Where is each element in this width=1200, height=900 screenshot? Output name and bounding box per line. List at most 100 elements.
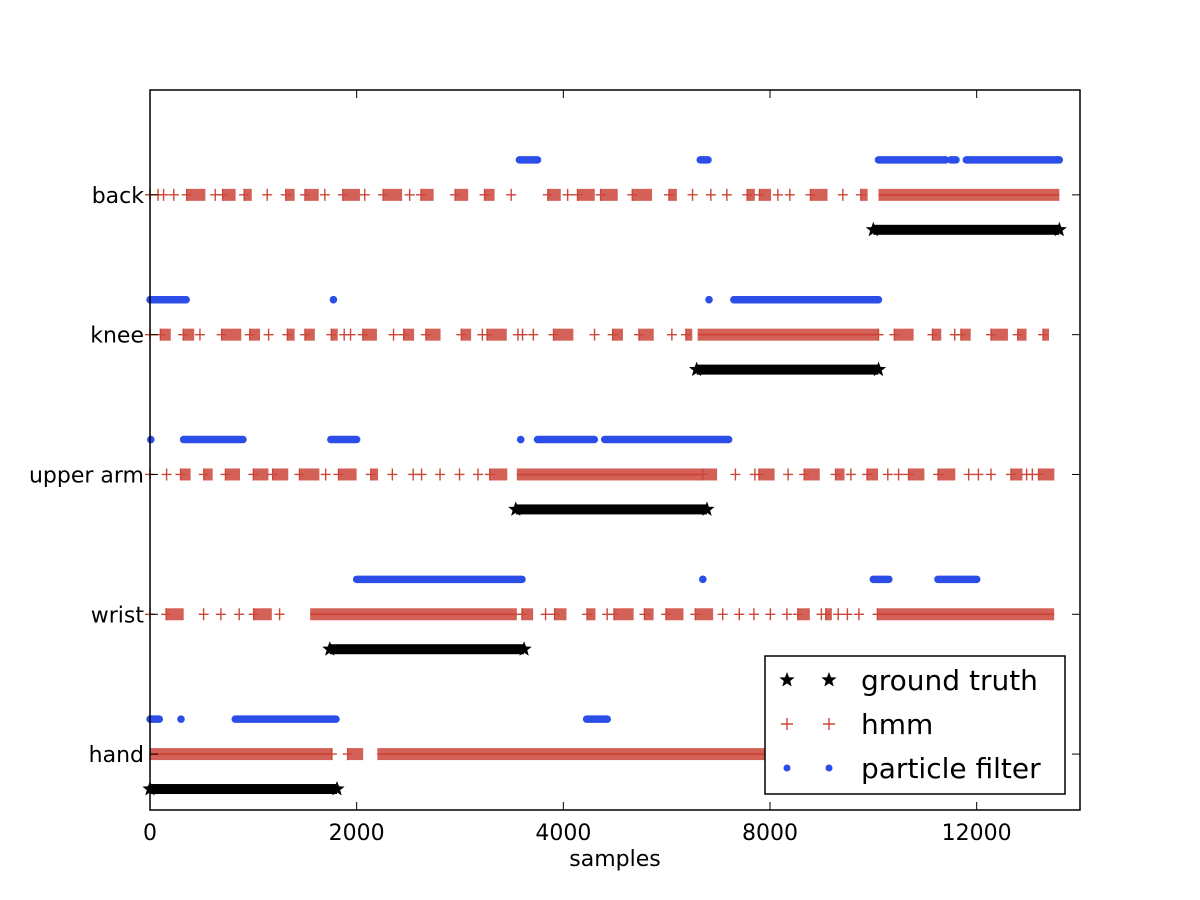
legend-marker-plus <box>781 718 793 730</box>
hmm-cluster <box>272 468 289 481</box>
hmm-point <box>378 188 389 201</box>
hmm-point <box>784 188 795 201</box>
hmm-cluster <box>1010 468 1023 481</box>
hmm-run <box>878 608 1055 621</box>
hmm-point <box>294 468 305 481</box>
hmm-point <box>161 608 172 621</box>
hmm-point <box>416 468 427 481</box>
hmm-point <box>1033 468 1044 481</box>
hmm-point <box>634 328 645 341</box>
hmm-cluster <box>759 188 772 201</box>
y-axis: hand wrist upper arm knee back <box>29 184 1080 768</box>
hmm-point <box>805 188 816 201</box>
hmm-point <box>680 328 691 341</box>
hmm-point <box>734 608 745 621</box>
particle-filter-point <box>146 435 155 444</box>
hmm-point <box>300 328 310 341</box>
hmm-point <box>833 608 844 621</box>
hmm-point <box>198 608 209 621</box>
hmm-point <box>248 608 259 621</box>
hmm-cluster <box>632 188 653 201</box>
hmm-point <box>609 608 620 621</box>
hmm-point <box>842 608 853 621</box>
hmm-cluster <box>221 328 242 341</box>
hmm-cluster <box>695 608 714 621</box>
hmm-point <box>267 468 278 481</box>
hmm-cluster <box>810 188 828 201</box>
hmm-cluster <box>183 328 195 341</box>
hmm-point <box>820 608 831 621</box>
hmm-run <box>150 748 332 761</box>
hmm-point <box>408 468 419 481</box>
hmm-run <box>697 328 879 341</box>
hmm-cluster <box>299 468 320 481</box>
hmm-point <box>973 468 984 481</box>
hmm-point <box>660 608 671 621</box>
hmm-point <box>687 188 698 201</box>
hmm-point <box>450 188 461 201</box>
hmm-point <box>234 608 245 621</box>
hmm-point <box>239 188 250 201</box>
hmm-point <box>792 608 803 621</box>
ground-truth-star <box>689 361 705 377</box>
hmm-point <box>175 468 186 481</box>
hmm-point <box>387 468 398 481</box>
hmm-run <box>310 608 517 621</box>
hmm-point <box>220 468 231 481</box>
hmm-point <box>705 188 716 201</box>
hmm-point <box>986 468 997 481</box>
hmm-point <box>748 608 759 621</box>
ground-truth-star <box>329 781 345 796</box>
hmm-point <box>198 468 209 481</box>
hmm-cluster <box>797 608 810 621</box>
hmm-cluster <box>553 328 574 341</box>
series-ground-truth <box>142 221 1067 796</box>
ground-truth-band <box>329 644 525 655</box>
hmm-point <box>168 188 179 201</box>
particle-filter-point <box>699 575 707 584</box>
hmm-cluster <box>362 328 377 341</box>
ground-truth-star <box>508 501 524 516</box>
hmm-point <box>248 468 259 481</box>
hmm-point <box>342 748 353 761</box>
hmm-point <box>194 328 205 341</box>
series-particle-filter <box>146 156 1064 723</box>
particle-filter-point <box>177 715 185 723</box>
hmm-point <box>528 328 539 341</box>
hmm-point <box>454 468 465 481</box>
hmm-cluster <box>253 468 269 481</box>
hmm-point <box>357 328 368 341</box>
y-tick-label: upper arm <box>29 463 144 488</box>
hmm-point <box>927 328 938 341</box>
hmm-point <box>479 188 490 201</box>
hmm-point <box>282 328 293 341</box>
hmm-cluster <box>894 328 914 341</box>
hmm-point <box>754 188 765 201</box>
hmm-point <box>690 608 701 621</box>
hmm-point <box>161 468 172 481</box>
hmm-point <box>955 328 966 341</box>
hmm-cluster <box>249 328 261 341</box>
x-axis: 0 2000 4000 8000 12000 <box>143 90 1012 846</box>
hmm-point <box>572 188 583 201</box>
hmm-point <box>862 468 873 481</box>
hmm-point <box>244 328 255 341</box>
legend-marker-dot <box>783 764 791 772</box>
hmm-point <box>319 188 330 201</box>
hmm-point <box>263 328 274 341</box>
hmm-point <box>178 328 189 341</box>
hmm-cluster <box>186 188 206 201</box>
hmm-cluster <box>547 188 561 201</box>
hmm-cluster <box>225 468 240 481</box>
hmm-cluster <box>305 188 319 201</box>
hmm-run <box>377 748 765 761</box>
hmm-cluster <box>1038 468 1055 481</box>
hmm-point <box>359 188 370 201</box>
y-tick-label: back <box>92 184 145 209</box>
hmm-point <box>783 468 794 481</box>
hmm-cluster <box>612 328 623 341</box>
hmm-point <box>799 468 810 481</box>
x-tick-label: 12000 <box>942 821 1012 846</box>
hmm-cluster <box>489 468 508 481</box>
hmm-point <box>595 188 606 201</box>
